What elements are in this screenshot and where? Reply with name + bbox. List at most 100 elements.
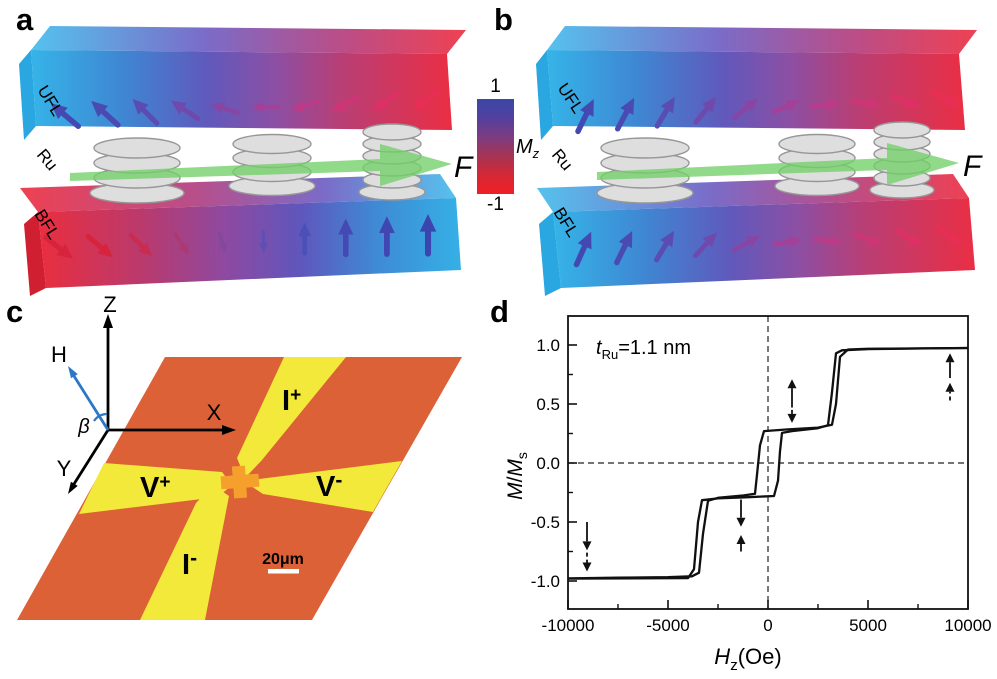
state-arrow-head [945,353,955,363]
magnetization-arrow [890,94,920,108]
magnetization-arrow [85,234,113,258]
magnetization-arrow [654,96,675,129]
magnetization-arrow [372,92,400,111]
panel-b-label: b [494,2,513,37]
colorbar-max-label: 1 [490,76,501,97]
magnetization-arrow [812,235,843,247]
magnetization-arrow [132,99,160,126]
electrode-i-plus [237,357,346,478]
h-field-label: H [51,342,67,367]
magnetization-arrow [91,100,121,128]
panel-b-illustration: UFL Ru BFL F [536,26,983,296]
state-arrow-head [787,413,797,423]
magnetization-arrow [771,100,800,115]
v-minus-label: V- [316,469,342,503]
bfl-slab-end-face [24,212,46,296]
panel-d-hysteresis-plot: -10000 -5000 0 5000 10000 1.0 0.5 0.0 -0.5 -1.0 t… [504,315,992,674]
bfl-slab-front-face [38,198,461,288]
magnetization-arrow [173,232,189,255]
pillar-ring [232,133,312,155]
magnetization-arrow [810,98,841,111]
magnetization-arrow [379,216,395,257]
pillar-ring [600,137,690,159]
i-plus-label: I+ [282,385,301,417]
magnetization-arrow [338,218,354,258]
x-tick-label: -5000 [646,616,689,635]
electrode-v-plus [79,463,232,514]
y-tick-label: 1.0 [536,336,560,355]
magnetization-arrow [171,100,201,122]
interlayer-coupling-arrow [597,143,959,185]
magnetization-arrow [614,230,633,266]
electrode-v-minus [251,461,402,512]
electrode-i-minus [140,485,229,620]
pillar-ring [778,133,856,155]
magnetization-arrow [210,102,241,116]
panel-a-label: a [16,2,34,37]
hysteresis-curve-ascending-branch [567,346,969,580]
ufl-slab-front-face [547,50,965,130]
magnetization-arrow [419,213,437,257]
state-arrow-head [736,534,746,544]
y-tick-label: 0.0 [536,454,560,473]
magnetization-arrow [731,235,761,253]
magnetization-arrow [614,97,635,132]
colorbar-min-label: -1 [487,194,504,215]
pillar-ring [873,121,931,139]
panel-a-illustration: UFL Ru BFL F [19,26,474,296]
magnetization-arrow [412,89,439,111]
h-field-arrowhead [68,366,78,379]
z-axis-label: Z [103,292,116,317]
x-axis-arrowhead [222,425,236,435]
magnetization-arrow [937,224,961,248]
ru-label: Ru [33,145,62,174]
ru-thickness-annotation: tRu=1.1 nm [596,337,691,362]
v-plus-label: V+ [140,472,170,504]
hysteresis-curve-descending-branch [567,346,969,580]
magnetization-arrow [331,95,360,112]
ufl-slab-front-face [31,50,452,130]
force-label: F [963,150,983,183]
y-axis-label: Y [57,456,72,481]
magnetization-arrow [128,233,152,257]
state-arrow-head [736,517,746,527]
state-arrow-head [582,562,592,572]
scale-bar [268,569,299,574]
magnetization-arrow [771,235,802,248]
state-arrow-head [787,379,797,389]
magnetization-arrow [259,229,269,253]
x-tick-label: 10000 [944,616,991,635]
magnetization-arrow [931,89,959,108]
y-tick-label: -1.0 [531,572,560,591]
y-axis-title: M/Ms [504,452,530,500]
state-arrow-head [945,382,955,392]
y-tick-label: 0.5 [536,395,560,414]
panel-c-device: Z X Y H β I+ V+ V- I- 20μm [17,292,462,620]
panel-c-label: c [6,294,24,329]
magnetization-arrow [732,98,759,120]
z-axis-arrowhead [103,314,113,328]
magnetization-arrow [853,232,883,246]
i-minus-label: I- [182,547,197,581]
force-label: F [454,151,474,184]
panel-d-label: d [490,294,509,329]
magnetization-arrow [575,99,594,135]
ufl-slab-top-face [31,26,466,54]
magnetization-arrow [895,228,922,247]
magnetization-arrow [291,99,320,112]
magnetization-arrow [654,230,675,263]
y-axis [72,429,110,485]
magnetization-arrow [693,97,717,125]
ufl-slab-end-face [536,50,553,140]
pillar-ring [362,123,422,141]
colorbar-title: Mz [516,136,540,161]
scale-bar-label: 20μm [262,551,304,568]
magnetization-arrow [298,222,312,256]
y-tick-label: -0.5 [531,513,560,532]
bfl-slab-end-face [539,212,561,296]
h-field-axis [72,375,110,431]
magnetization-arrow [50,103,82,130]
ufl-slab-top-face [547,26,977,54]
x-tick-label: 0 [763,616,772,635]
